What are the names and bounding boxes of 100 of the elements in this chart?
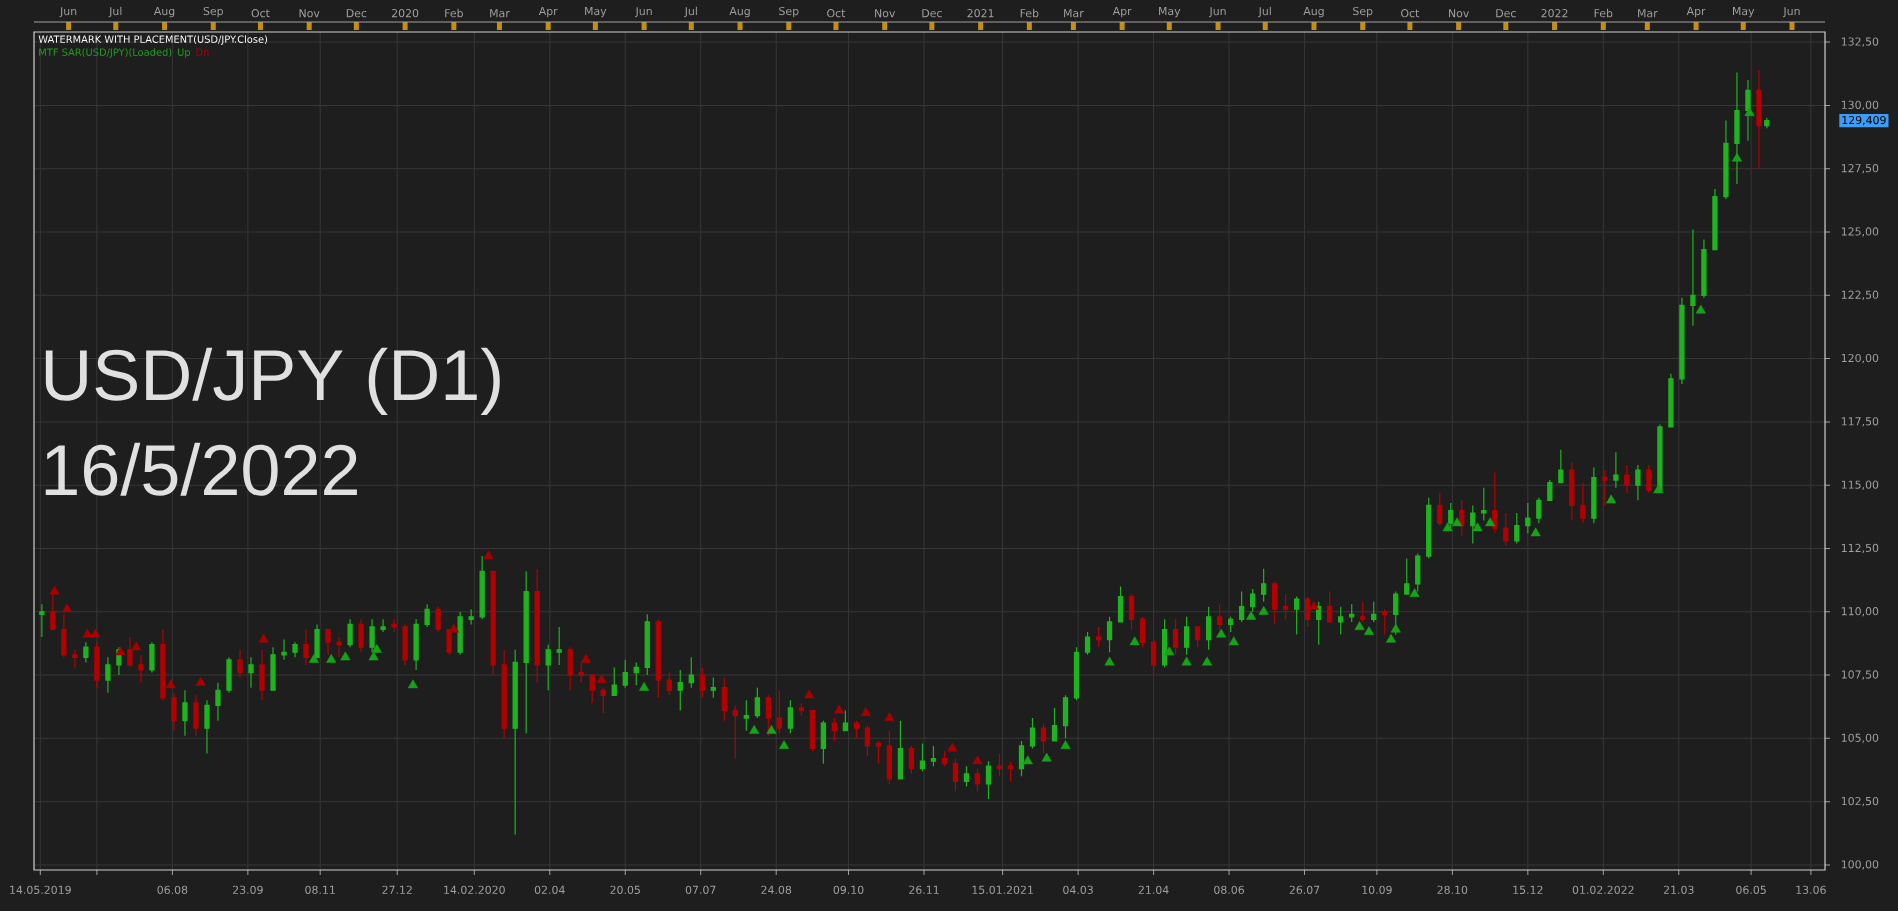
candlestick	[1668, 373, 1674, 428]
candlestick	[501, 649, 507, 739]
point	[1246, 611, 1257, 620]
point	[258, 633, 269, 643]
x2-tick-label: Jun	[59, 7, 77, 18]
candlestick	[402, 623, 408, 666]
text: Dn	[196, 48, 209, 56]
candlestick	[314, 623, 320, 658]
y-tick-label: 125,00	[1841, 227, 1879, 237]
candlestick	[787, 699, 793, 734]
candlestick	[919, 742, 926, 772]
x-tick-label: 20.05	[610, 885, 640, 894]
point	[1060, 740, 1071, 749]
candlestick	[545, 644, 551, 691]
candlestick	[875, 740, 882, 765]
point	[368, 651, 379, 661]
candlestick	[1172, 618, 1179, 656]
candlestick	[974, 768, 981, 793]
x2-tick-label: Jun	[1782, 7, 1800, 18]
candlestick	[413, 618, 419, 671]
point	[596, 674, 607, 684]
point	[448, 623, 459, 633]
candlestick	[1764, 117, 1770, 129]
x-tick-label: 06.05	[1736, 885, 1766, 894]
candlestick	[380, 618, 386, 633]
point	[407, 679, 418, 689]
point	[1164, 646, 1175, 656]
legend-title: MTF SAR(USD/JPY)(Loaded)	[39, 48, 172, 58]
x2-tick-label: Jul	[684, 6, 697, 18]
point	[779, 740, 790, 749]
x2-tick-label: 2021	[967, 9, 994, 18]
candlestick	[83, 641, 89, 663]
point	[972, 755, 983, 765]
candlestick	[1238, 590, 1245, 623]
candlestick	[1205, 606, 1212, 651]
point	[90, 628, 101, 638]
point	[483, 550, 494, 560]
candlestick	[1007, 760, 1014, 782]
candlestick	[1382, 608, 1388, 636]
x2-tick-label: Apr	[538, 7, 558, 18]
x2-tick-label: Apr	[1112, 7, 1132, 18]
point	[1022, 755, 1033, 765]
point	[1442, 522, 1453, 532]
text: 16/5/2022	[45, 442, 357, 496]
x-tick-label: 21.04	[1138, 885, 1169, 894]
x2-tick-label: Oct	[251, 9, 270, 18]
x2-tick-label: Mar	[1638, 9, 1658, 18]
candlestick	[193, 694, 199, 737]
y-tick-label: 122,50	[1841, 290, 1879, 300]
candlestick	[1261, 568, 1267, 603]
x2-tick-label: Aug	[1303, 7, 1324, 18]
x-tick-label: 09.10	[833, 885, 864, 894]
x-tick-label: 07.07	[685, 885, 716, 894]
x2-tick-label: Dec	[346, 9, 367, 18]
candlestick	[1712, 188, 1718, 251]
candlestick	[1602, 469, 1608, 507]
candlestick	[325, 628, 331, 656]
x2-tick-label: Feb	[445, 8, 463, 18]
point	[340, 651, 351, 661]
candlestick	[622, 659, 628, 689]
candlestick	[1503, 512, 1509, 547]
candlestick	[1635, 464, 1641, 501]
text: 129,409	[1842, 115, 1886, 126]
point	[1354, 621, 1365, 630]
candlestick	[270, 646, 276, 691]
point	[1258, 606, 1269, 615]
candlestick	[1536, 497, 1542, 524]
x2-tick-label: 2020	[391, 9, 419, 18]
x-tick-label: 21.03	[1663, 885, 1694, 894]
candlestick	[237, 649, 243, 679]
candlestick	[72, 649, 78, 669]
candlestick	[424, 603, 430, 628]
y-tick-label: 107,50	[1841, 670, 1879, 680]
candlestick	[369, 618, 375, 653]
candlestick	[292, 641, 298, 658]
candlestick	[347, 618, 353, 648]
x-tick-label: 08.11	[305, 885, 335, 894]
candlestick	[171, 692, 177, 732]
candlestick	[897, 720, 904, 780]
candlestick	[94, 641, 100, 689]
x-tick-label: 01.02.2022	[1572, 885, 1634, 894]
y-tick-label: 115,00	[1841, 480, 1879, 490]
x2-tick-label: Nov	[299, 9, 320, 18]
candlestick	[1646, 464, 1652, 494]
x2-tick-label: May	[1159, 7, 1181, 18]
candlestick	[1679, 297, 1685, 385]
x-tick-label: 14.05.2019	[10, 885, 71, 894]
candlestick	[490, 570, 496, 676]
candlestick	[1437, 492, 1443, 527]
candlestick	[710, 676, 716, 699]
candlestick	[1415, 552, 1421, 593]
candlestick	[1117, 585, 1124, 623]
y-tick-label: 127,50	[1841, 164, 1879, 174]
candlestick	[798, 702, 804, 717]
y-tick-label: 132,50	[1841, 37, 1879, 47]
candlestick	[611, 666, 617, 696]
candlestick	[864, 725, 871, 757]
x2-tick-label: Mar	[490, 9, 510, 18]
point	[371, 643, 382, 653]
x2-tick-label: Sep	[1353, 6, 1373, 18]
